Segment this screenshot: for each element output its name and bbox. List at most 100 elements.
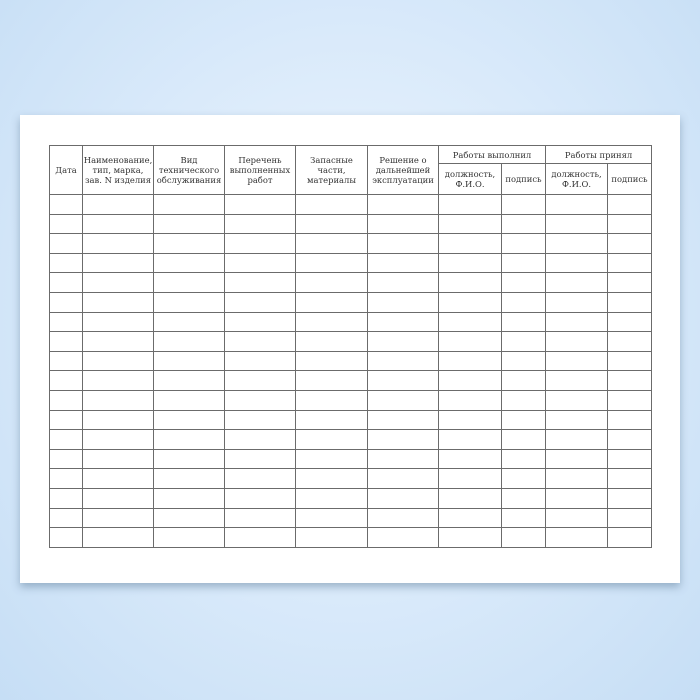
empty-cell — [224, 350, 296, 372]
empty-cell — [224, 409, 296, 431]
empty-cell — [82, 213, 154, 235]
header-decision: Решение о дальнейшей эксплуатации — [367, 145, 439, 195]
empty-cell — [295, 527, 368, 548]
empty-cell — [153, 331, 225, 352]
empty-cell — [438, 487, 502, 509]
table-row — [49, 291, 653, 313]
empty-cell — [438, 468, 502, 489]
empty-cell — [49, 252, 83, 274]
empty-cell — [500, 252, 547, 274]
table-row — [49, 468, 653, 489]
empty-cell — [438, 448, 502, 470]
empty-cell — [224, 272, 296, 293]
empty-cell — [367, 194, 439, 215]
empty-cell — [153, 213, 225, 235]
empty-cell — [295, 350, 368, 372]
table-row — [49, 331, 653, 352]
empty-cell — [438, 252, 502, 274]
empty-cell — [438, 429, 502, 450]
empty-cell — [367, 429, 439, 450]
empty-cell — [367, 252, 439, 274]
empty-cell — [607, 389, 653, 411]
empty-cell — [367, 448, 439, 470]
empty-cell — [224, 527, 296, 548]
empty-cell — [224, 331, 296, 352]
form-sheet: Дата Наименование, тип, марка, зав. N из… — [20, 115, 680, 583]
maintenance-log-table: Дата Наименование, тип, марка, зав. N из… — [49, 145, 653, 548]
table-row — [49, 507, 653, 529]
empty-cell — [367, 527, 439, 548]
empty-cell — [224, 448, 296, 470]
empty-cell — [367, 389, 439, 411]
empty-cell — [295, 487, 368, 509]
empty-cell — [545, 389, 609, 411]
table-row — [49, 350, 653, 372]
empty-cell — [224, 507, 296, 529]
empty-cell — [153, 468, 225, 489]
empty-cell — [295, 389, 368, 411]
empty-cell — [82, 233, 154, 254]
empty-cell — [607, 213, 653, 235]
table-row — [49, 194, 653, 215]
empty-cell — [153, 370, 225, 391]
empty-cell — [545, 350, 609, 372]
empty-cell — [49, 468, 83, 489]
empty-cell — [607, 527, 653, 548]
empty-cell — [545, 468, 609, 489]
empty-cell — [367, 272, 439, 293]
empty-cell — [153, 389, 225, 411]
empty-cell — [367, 233, 439, 254]
empty-cell — [500, 389, 547, 411]
empty-cell — [49, 487, 83, 509]
empty-cell — [153, 311, 225, 333]
empty-cell — [82, 350, 154, 372]
empty-cell — [153, 291, 225, 313]
empty-cell — [607, 429, 653, 450]
empty-cell — [500, 272, 547, 293]
empty-cell — [49, 507, 83, 529]
empty-cell — [295, 507, 368, 529]
empty-cell — [607, 507, 653, 529]
empty-cell — [607, 331, 653, 352]
empty-cell — [295, 252, 368, 274]
empty-cell — [153, 233, 225, 254]
table-row — [49, 409, 653, 431]
empty-cell — [500, 311, 547, 333]
empty-cell — [500, 468, 547, 489]
empty-cell — [224, 194, 296, 215]
empty-cell — [224, 370, 296, 391]
empty-cell — [49, 272, 83, 293]
empty-cell — [49, 350, 83, 372]
empty-cell — [438, 527, 502, 548]
empty-cell — [438, 389, 502, 411]
empty-cell — [500, 291, 547, 313]
empty-cell — [153, 448, 225, 470]
empty-cell — [367, 468, 439, 489]
table-row — [49, 272, 653, 293]
empty-cell — [82, 331, 154, 352]
empty-cell — [82, 194, 154, 215]
empty-cell — [82, 389, 154, 411]
empty-cell — [438, 291, 502, 313]
empty-cell — [545, 409, 609, 431]
empty-cell — [49, 389, 83, 411]
empty-cell — [82, 291, 154, 313]
empty-cell — [500, 429, 547, 450]
empty-cell — [607, 272, 653, 293]
empty-cell — [82, 272, 154, 293]
empty-cell — [545, 331, 609, 352]
empty-cell — [500, 233, 547, 254]
empty-cell — [153, 429, 225, 450]
header-date: Дата — [49, 145, 83, 195]
empty-cell — [545, 487, 609, 509]
empty-cell — [82, 252, 154, 274]
empty-cell — [607, 448, 653, 470]
empty-cell — [82, 507, 154, 529]
header-works-list: Перечень выполненных работ — [224, 145, 296, 195]
empty-cell — [367, 370, 439, 391]
empty-cell — [49, 409, 83, 431]
empty-cell — [367, 507, 439, 529]
empty-cell — [438, 213, 502, 235]
empty-cell — [367, 487, 439, 509]
empty-cell — [153, 487, 225, 509]
